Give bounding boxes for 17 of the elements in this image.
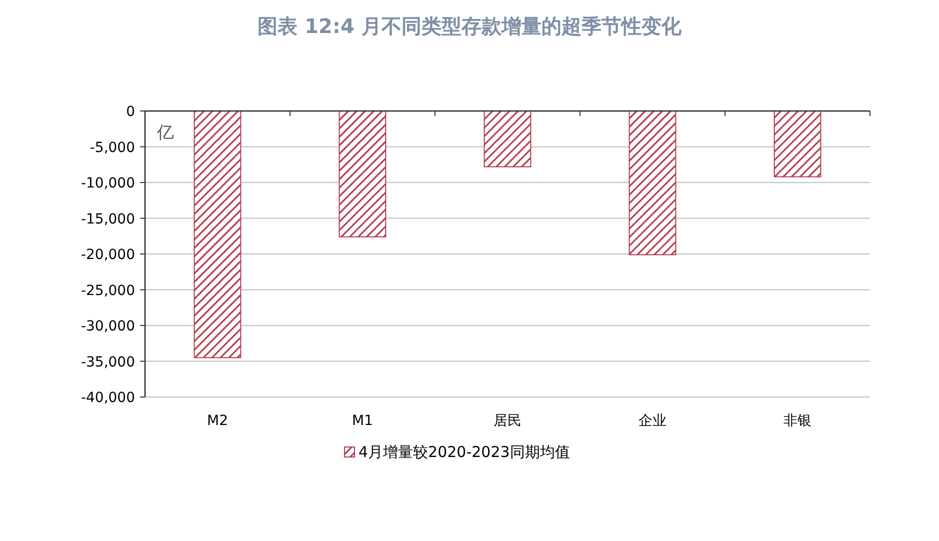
y-tick-label: -10,000	[80, 176, 135, 192]
y-tick-label: 0	[126, 104, 135, 120]
x-tick-label: M2	[207, 413, 228, 429]
chart-title: 图表 12:4 月不同类型存款增量的超季节性变化	[258, 14, 682, 38]
y-tick-label: -30,000	[80, 318, 135, 334]
y-tick-label: -20,000	[80, 247, 135, 263]
legend-label: 4月增量较2020-2023同期均值	[358, 443, 570, 461]
x-tick-label: 企业	[638, 413, 666, 429]
y-tick-label: -25,000	[80, 282, 135, 299]
y-tick-label: -5,000	[90, 140, 135, 156]
x-tick-label: M1	[352, 413, 373, 429]
x-tick-label: 非银	[784, 413, 812, 429]
x-tick-label: 居民	[494, 413, 522, 429]
y-axis-title: 亿	[156, 123, 174, 143]
y-tick-label: -35,000	[80, 354, 135, 370]
y-tick-label: -15,000	[80, 211, 135, 228]
y-tick-label: -40,000	[80, 390, 135, 406]
